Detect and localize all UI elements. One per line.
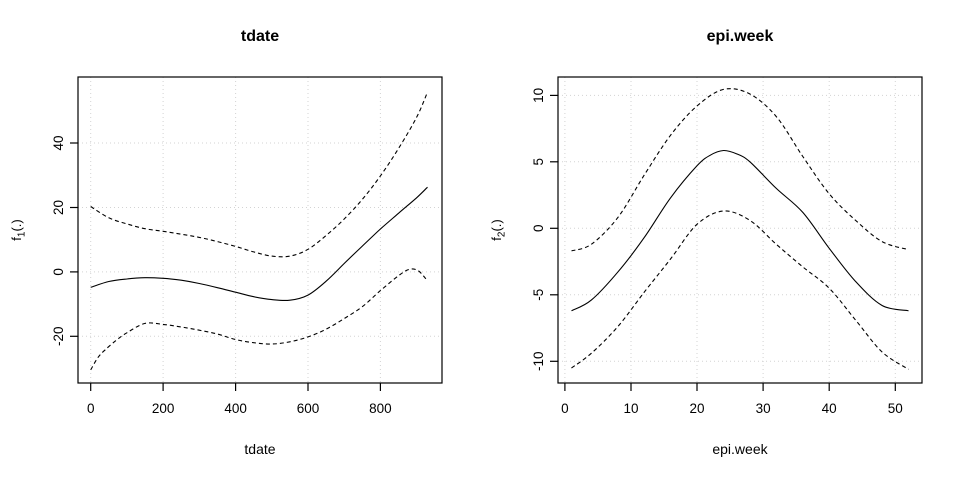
- y-tick-label: -5: [531, 289, 546, 301]
- y-tick-label: 10: [531, 88, 546, 103]
- y-axis-label-f1: f1(.): [7, 170, 28, 290]
- y-label-rest: (.): [9, 219, 24, 232]
- x-tick-label: 10: [623, 401, 638, 416]
- x-tick-label: 40: [822, 401, 837, 416]
- y-tick-label: 40: [51, 135, 66, 150]
- y-tick-label: 0: [531, 225, 546, 233]
- curve-upper-ci: [571, 88, 909, 252]
- x-tick-label: 0: [561, 401, 569, 416]
- x-tick-label: 20: [689, 401, 704, 416]
- panel-title-epi-week: epi.week: [706, 28, 774, 45]
- y-label-base: f: [9, 237, 24, 241]
- curve-lower-ci: [90, 268, 428, 371]
- y-tick-label: 0: [51, 268, 66, 276]
- x-tick-label: 600: [297, 401, 320, 416]
- x-tick-label: 30: [756, 401, 771, 416]
- y-label-subscript: 2: [496, 231, 508, 238]
- x-axis-label-tdate: tdate: [244, 441, 276, 457]
- plot-box: [77, 76, 443, 384]
- y-axis-label-f2: f2(.): [487, 170, 508, 290]
- y-tick-label: 20: [51, 200, 66, 215]
- x-tick-label: 800: [369, 401, 392, 416]
- x-tick-label: 0: [87, 401, 95, 416]
- y-label-rest: (.): [489, 219, 504, 232]
- x-tick-label: 400: [224, 401, 247, 416]
- y-label-base: f: [489, 237, 504, 241]
- y-tick-label: -20: [51, 327, 66, 347]
- x-axis-label-epi-week: epi.week: [712, 441, 768, 457]
- y-tick-label: -10: [531, 352, 546, 372]
- x-tick-label: 200: [152, 401, 175, 416]
- y-tick-label: 5: [531, 158, 546, 166]
- curve-estimate: [90, 186, 428, 302]
- plot-box: [557, 76, 923, 384]
- curve-lower-ci: [571, 210, 909, 370]
- y-label-subscript: 1: [16, 231, 28, 238]
- panel-title-tdate: tdate: [240, 28, 280, 45]
- curve-estimate: [571, 149, 909, 312]
- x-tick-label: 50: [888, 401, 903, 416]
